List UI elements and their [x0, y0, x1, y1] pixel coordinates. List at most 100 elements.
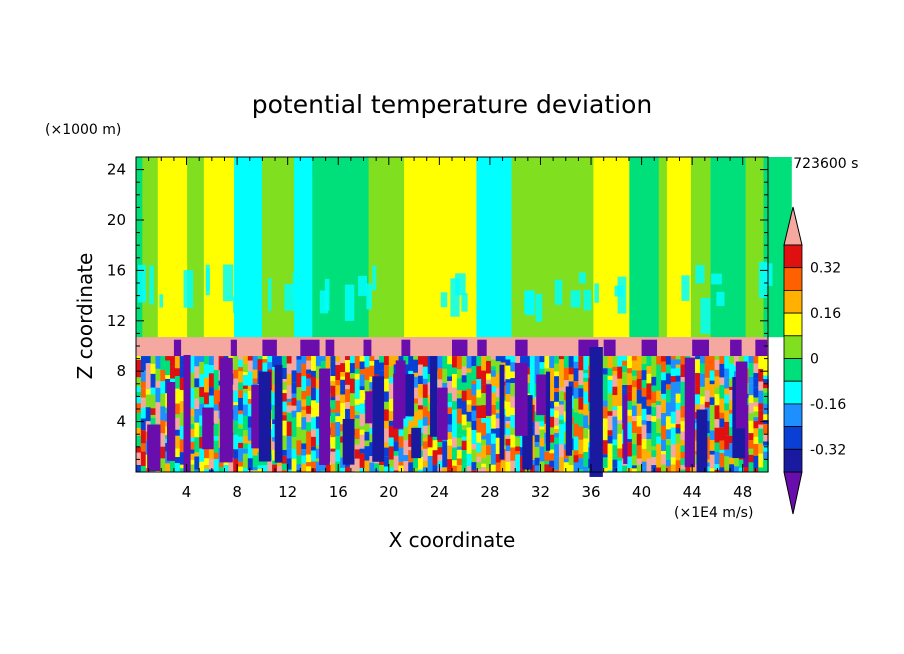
lower-cell — [208, 446, 215, 459]
lower-cell — [238, 424, 244, 429]
lower-cell — [549, 453, 555, 461]
lower-cell — [665, 356, 672, 365]
lower-cell — [505, 451, 512, 462]
lower-cell — [296, 440, 303, 456]
lower-cell — [510, 407, 516, 416]
lower-cell — [320, 460, 327, 471]
lower-cell — [335, 416, 341, 422]
lower-cell — [340, 394, 346, 404]
lower-cell — [583, 391, 589, 405]
lower-cell — [189, 424, 196, 429]
lower-cell — [223, 465, 230, 472]
lower-cell — [354, 373, 361, 380]
lower-cell — [238, 367, 244, 372]
lower-cell — [189, 416, 196, 425]
band-blob — [230, 339, 237, 363]
lower-cell — [646, 356, 653, 367]
lower-cell — [583, 373, 589, 378]
lower-cell — [631, 416, 638, 422]
lower-cell — [296, 427, 303, 441]
lower-cell — [539, 421, 546, 427]
lower-cell — [763, 388, 769, 393]
lower-cell — [563, 462, 570, 472]
lower-cell — [481, 384, 487, 394]
lower-cell — [554, 469, 560, 472]
lower-cell — [729, 443, 735, 454]
lower-cell — [661, 356, 667, 362]
lower-cell — [267, 460, 273, 472]
lower-cell — [238, 414, 244, 425]
lower-cell — [403, 415, 410, 427]
lower-cell — [369, 382, 376, 390]
lower-cell — [354, 405, 361, 412]
lower-cell — [452, 465, 458, 472]
lower-cell — [578, 409, 585, 414]
lower-cell — [281, 389, 288, 394]
lower-cell — [413, 456, 419, 469]
lower-cell — [301, 409, 307, 418]
lower-cell — [359, 361, 366, 370]
lower-cell — [286, 385, 293, 399]
lower-plume — [623, 394, 628, 464]
lower-cell — [417, 469, 424, 472]
lower-cell — [486, 356, 492, 361]
lower-cell — [388, 437, 395, 447]
lower-cell — [359, 386, 366, 391]
lower-cell — [622, 372, 628, 386]
lower-cell — [354, 415, 361, 419]
lower-cell — [529, 385, 536, 399]
lower-cell — [510, 396, 516, 408]
lower-cell — [452, 401, 458, 410]
lower-cell — [417, 356, 424, 365]
lower-cell — [602, 467, 609, 472]
lower-cell — [476, 432, 482, 443]
lower-cell — [335, 356, 341, 362]
lower-cell — [155, 380, 162, 388]
lower-cell — [252, 455, 259, 464]
lower-cell — [539, 411, 546, 422]
lower-cell — [437, 442, 444, 448]
lower-cell — [417, 405, 424, 410]
upper-patch — [319, 290, 329, 314]
lower-cell — [447, 469, 453, 472]
lower-cell — [612, 410, 619, 417]
lower-cell — [510, 371, 516, 379]
lower-cell — [315, 445, 322, 449]
lower-cell — [374, 469, 380, 472]
lower-cell — [452, 387, 458, 402]
lower-cell — [179, 412, 186, 427]
lower-cell — [242, 448, 249, 454]
lower-cell — [573, 356, 580, 362]
lower-cell — [155, 356, 162, 369]
upper-stripe — [629, 157, 660, 338]
lower-cell — [607, 443, 614, 453]
lower-cell — [340, 403, 346, 412]
lower-cell — [554, 417, 560, 426]
lower-cell — [140, 466, 147, 472]
lower-cell — [529, 356, 536, 361]
lower-cell — [296, 359, 303, 373]
lower-cell — [578, 370, 585, 386]
x-axis: 4 8 12 16 20 24 28 32 36 40 44 48 — [148, 157, 756, 501]
lower-cell — [495, 444, 502, 455]
lower-cell — [359, 403, 366, 414]
lower-cell — [213, 440, 220, 453]
lower-cell — [627, 468, 633, 472]
lower-cell — [617, 366, 623, 379]
lower-cell — [641, 467, 648, 472]
lower-cell — [714, 376, 721, 388]
lower-cell — [179, 401, 186, 413]
lower-cell — [413, 398, 419, 404]
lower-cell — [627, 435, 633, 440]
lower-cell — [238, 382, 244, 391]
lower-cell — [704, 420, 711, 434]
upper-patch — [137, 264, 146, 303]
lower-cell — [763, 375, 769, 380]
y-tick-label: 8 — [116, 362, 126, 380]
lower-cell — [748, 454, 755, 463]
lower-cell — [286, 469, 293, 472]
lower-cell — [301, 399, 307, 407]
lower-cell — [354, 387, 361, 399]
lower-cell — [242, 443, 249, 449]
lower-cell — [661, 451, 667, 455]
